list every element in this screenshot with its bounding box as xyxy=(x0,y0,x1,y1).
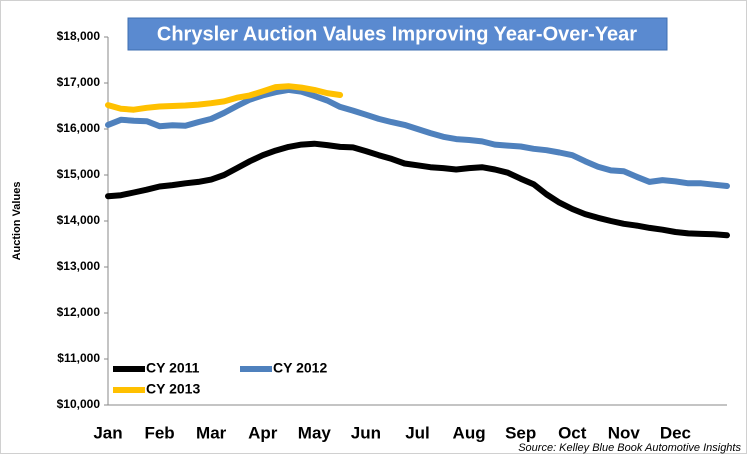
y-tick-label: $17,000 xyxy=(57,75,101,89)
y-axis-label: Auction Values xyxy=(11,182,23,261)
y-tick-label: $12,000 xyxy=(57,305,101,319)
x-tick-label: Feb xyxy=(144,423,174,442)
x-tick-label: Nov xyxy=(608,423,641,442)
y-tick-label: $13,000 xyxy=(57,259,101,273)
y-tick-label: $15,000 xyxy=(57,167,101,181)
chart-title: Chrysler Auction Values Improving Year-O… xyxy=(157,23,637,45)
x-tick-label: Sep xyxy=(505,423,536,442)
source: Source: Kelley Blue Book Automotive Insi… xyxy=(518,442,741,454)
x-tick-label: Mar xyxy=(196,423,227,442)
x-tick-label: May xyxy=(298,423,332,442)
x-tick-label: Oct xyxy=(558,423,587,442)
y-tick-label: $11,000 xyxy=(57,351,100,365)
line-series xyxy=(105,86,730,189)
title-box xyxy=(127,17,668,51)
x-tick-label: Jan xyxy=(93,423,122,442)
y-tick-label: $16,000 xyxy=(57,121,101,135)
line-series xyxy=(105,83,344,113)
legend-label: CY 2013 xyxy=(146,381,200,397)
y-tick-label: $10,000 xyxy=(57,397,101,411)
x-tick-label: Aug xyxy=(453,423,486,442)
x-tick-label: Dec xyxy=(660,423,691,442)
y-tick-label: $14,000 xyxy=(57,213,101,227)
x-tick-label: Apr xyxy=(248,423,278,442)
legend-label: CY 2012 xyxy=(273,360,327,376)
legend-label: CY 2011 xyxy=(146,360,200,376)
y-tick-label: $18,000 xyxy=(57,29,101,43)
line-series xyxy=(105,140,730,239)
x-tick-label: Jun xyxy=(351,423,381,442)
x-tick-label: Jul xyxy=(405,423,430,442)
